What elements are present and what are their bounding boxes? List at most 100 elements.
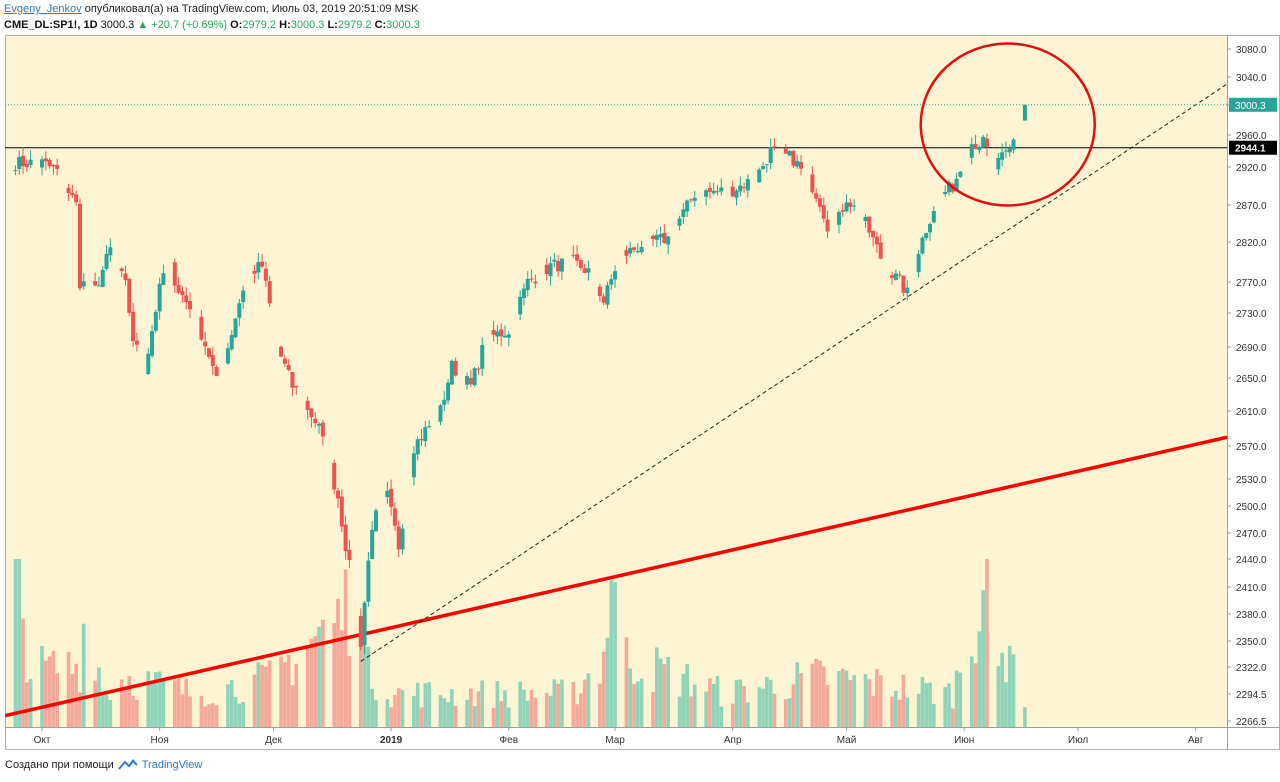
- volume-bar: [135, 699, 139, 727]
- candle-body: [552, 259, 557, 262]
- low-value: 2979.2: [337, 19, 372, 31]
- published-text: опубликовал(а) на TradingView.com, Июль …: [84, 3, 419, 15]
- candle-body: [392, 508, 397, 526]
- volume-bar: [469, 688, 473, 727]
- price-tick-label: 2410.0: [1236, 583, 1267, 594]
- candle-body: [954, 178, 959, 192]
- candle-body: [161, 273, 166, 285]
- volume-bar: [81, 623, 86, 727]
- volume-bar: [969, 656, 974, 727]
- volume-bar: [787, 698, 792, 727]
- volume-bar: [203, 706, 207, 727]
- candle-body: [70, 192, 75, 196]
- time-tick-label: Дек: [265, 735, 282, 746]
- symbol-name[interactable]: CME_DL:SP1!, 1D: [4, 19, 98, 31]
- volume-bar: [863, 674, 868, 727]
- volume-bar: [256, 662, 261, 727]
- candle-body: [260, 261, 265, 267]
- volume-bar: [654, 647, 659, 727]
- candle-body: [134, 340, 139, 345]
- candle-body: [715, 191, 720, 193]
- volume-bar: [415, 682, 420, 727]
- last-price: 3000.3: [100, 19, 135, 31]
- candle-body: [1007, 148, 1012, 153]
- candle-body: [263, 268, 268, 281]
- volume-bar: [176, 678, 181, 727]
- candle-body: [916, 254, 921, 273]
- candle-body: [1022, 104, 1027, 121]
- candle-body: [502, 335, 507, 338]
- author-link[interactable]: Evgeny_Jenkov: [4, 3, 82, 15]
- volume-bar: [825, 685, 830, 727]
- candle-body: [890, 275, 895, 278]
- candle-body: [282, 358, 287, 364]
- candle-body: [146, 353, 151, 375]
- candle-body: [704, 190, 709, 197]
- low-label: L:: [327, 19, 338, 31]
- volume-bar: [768, 679, 773, 727]
- volume-bar: [985, 559, 989, 727]
- volume-bar: [506, 707, 511, 727]
- volume-bar: [374, 699, 378, 727]
- candle-body: [442, 399, 447, 405]
- volume-bar: [920, 677, 925, 727]
- chart-area[interactable]: 3080.03040.03000.02960.02920.02870.02820…: [4, 35, 1280, 750]
- candle-body: [339, 496, 344, 527]
- candle-body: [821, 205, 826, 219]
- candle-body: [632, 247, 637, 250]
- volume-bar: [442, 698, 447, 727]
- volume-bar: [495, 681, 500, 727]
- time-tick-label: Окт: [34, 735, 51, 746]
- volume-bar: [840, 668, 845, 727]
- volume-bar: [43, 660, 48, 727]
- candlestick-chart[interactable]: 3080.03040.03000.02960.02920.02870.02820…: [4, 35, 1280, 750]
- price-tick-label: 2770.0: [1236, 278, 1267, 289]
- volume-bar: [742, 686, 746, 727]
- highlight-circle[interactable]: [919, 42, 1096, 207]
- candle-body: [556, 261, 561, 272]
- candle-body: [571, 254, 576, 256]
- candle-body: [799, 162, 803, 169]
- volume-bar: [173, 680, 177, 727]
- dashed-trendline[interactable]: [360, 83, 1228, 662]
- candle-body: [411, 453, 416, 478]
- volume-bar: [632, 683, 636, 727]
- candle-body: [692, 197, 697, 201]
- volume-bar: [958, 672, 963, 727]
- time-tick-label: Июл: [1068, 735, 1088, 746]
- candle-body: [924, 233, 929, 239]
- candle-body: [738, 185, 743, 192]
- volume-bar: [613, 582, 617, 727]
- volume-bar: [548, 695, 553, 727]
- candle-body: [1000, 152, 1005, 160]
- tradingview-brand[interactable]: TradingView: [141, 759, 203, 771]
- volume-bar: [100, 693, 105, 727]
- volume-bar: [393, 695, 397, 727]
- volume-bar: [427, 682, 431, 727]
- candle-body: [419, 438, 424, 441]
- volume-bar: [472, 706, 477, 727]
- volume-bar: [290, 685, 295, 727]
- candle-body: [863, 216, 868, 222]
- candle-body: [24, 163, 29, 168]
- candle-body: [373, 510, 378, 532]
- support-trendline[interactable]: [4, 435, 1228, 718]
- candle-body: [499, 329, 504, 337]
- volume-bar: [396, 688, 401, 727]
- volume-bar: [305, 646, 310, 727]
- candle-body: [529, 278, 534, 280]
- candle-body: [506, 334, 511, 338]
- candle-body: [742, 187, 747, 189]
- candle-body: [347, 549, 352, 560]
- volume-bar: [465, 699, 469, 727]
- volume-bar: [332, 623, 337, 727]
- candle-body: [267, 281, 272, 304]
- candle-body: [343, 524, 348, 552]
- candle-body: [931, 210, 936, 223]
- volume-bar: [791, 684, 796, 727]
- price-tick-label: 2350.0: [1236, 637, 1267, 648]
- volume-bar: [184, 678, 189, 727]
- candle-body: [385, 490, 390, 498]
- volume-bar: [25, 682, 29, 727]
- candle-body: [848, 202, 853, 207]
